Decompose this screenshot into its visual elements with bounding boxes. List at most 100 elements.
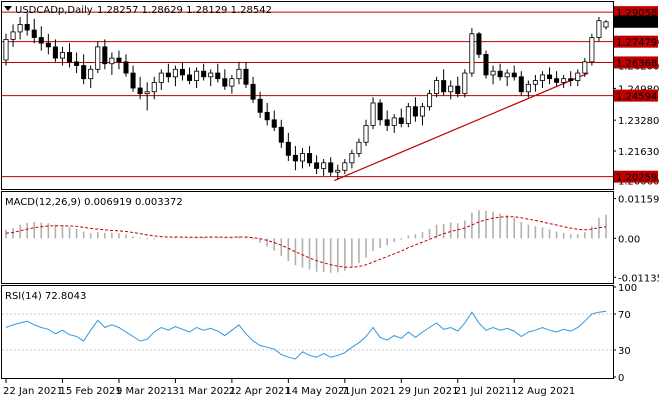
bullish-candle bbox=[427, 93, 433, 108]
bullish-candle bbox=[448, 85, 454, 93]
bearish-candle bbox=[222, 78, 228, 87]
time-tick-label: 7 Jun 2021 bbox=[342, 386, 396, 397]
bearish-candle bbox=[441, 80, 447, 93]
bullish-candle bbox=[299, 153, 305, 162]
bearish-candle bbox=[328, 162, 334, 173]
bullish-candle bbox=[370, 102, 376, 126]
level-price-tag-label: 1.26368 bbox=[616, 58, 657, 69]
rsi-pane-frame bbox=[1, 285, 614, 379]
bullish-candle bbox=[3, 39, 9, 61]
trendline bbox=[334, 72, 589, 182]
bullish-candle bbox=[504, 72, 510, 78]
bearish-candle bbox=[568, 78, 574, 81]
bullish-candle bbox=[539, 74, 545, 81]
bullish-candle bbox=[95, 46, 101, 70]
bearish-candle bbox=[511, 72, 517, 78]
ohlc-values: 1.28257 1.28629 1.28129 1.28542 bbox=[97, 5, 272, 16]
time-tick-label: 22 Apr 2021 bbox=[229, 386, 291, 397]
current-price-tag bbox=[614, 15, 658, 28]
time-tick-label: 21 Jul 2021 bbox=[455, 386, 512, 397]
bearish-candle bbox=[377, 102, 383, 121]
level-price-tag-label: 1.27479 bbox=[616, 38, 657, 49]
bearish-candle bbox=[137, 87, 143, 95]
level-price-tag bbox=[614, 56, 658, 69]
bullish-candle bbox=[525, 83, 531, 93]
bearish-candle bbox=[130, 72, 136, 89]
bearish-candle bbox=[215, 72, 221, 80]
bullish-candle bbox=[158, 72, 164, 83]
bearish-candle bbox=[547, 74, 553, 80]
macd-pane-frame bbox=[1, 191, 614, 284]
bearish-candle bbox=[285, 141, 291, 156]
bullish-candle bbox=[532, 80, 538, 85]
bullish-candle bbox=[363, 125, 369, 143]
macd-label: MACD(12,26,9) 0.006919 0.003372 bbox=[5, 197, 183, 208]
bullish-candle bbox=[172, 68, 178, 78]
bearish-candle bbox=[455, 85, 461, 95]
level-price-tag bbox=[614, 35, 658, 48]
bearish-candle bbox=[384, 119, 390, 126]
bullish-candle bbox=[151, 82, 157, 93]
bearish-candle bbox=[483, 53, 489, 76]
bearish-candle bbox=[116, 57, 122, 63]
bullish-candle bbox=[144, 91, 150, 95]
bullish-candle bbox=[194, 70, 200, 81]
macd-signal-line bbox=[5, 216, 607, 268]
macd-tick-label: 0.00 bbox=[618, 234, 640, 245]
chart-menu-triangle-icon[interactable] bbox=[4, 6, 12, 11]
price-tick-label: 1.23280 bbox=[618, 116, 659, 127]
support-resistance-lines bbox=[2, 11, 613, 178]
bearish-candle bbox=[412, 106, 418, 117]
bullish-candle bbox=[589, 37, 595, 63]
bearish-candle bbox=[102, 46, 108, 65]
level-price-tag-label: 1.20259 bbox=[616, 173, 657, 184]
price-axis: 1.274801.262001.249801.232801.216301.200… bbox=[613, 6, 659, 187]
bearish-candle bbox=[165, 72, 171, 78]
bullish-candle bbox=[462, 72, 468, 95]
bearish-candle bbox=[67, 52, 73, 63]
bearish-candle bbox=[398, 117, 404, 124]
bullish-candle bbox=[321, 162, 327, 169]
bearish-candle bbox=[497, 70, 503, 78]
bearish-candle bbox=[292, 154, 298, 162]
bearish-candle bbox=[278, 126, 284, 143]
bullish-candle bbox=[469, 33, 475, 74]
bullish-candle bbox=[349, 153, 355, 164]
bullish-candle bbox=[342, 162, 348, 171]
level-price-tag-label: 1.29058 bbox=[616, 8, 657, 19]
bearish-candle bbox=[74, 61, 80, 66]
bullish-candle bbox=[208, 72, 214, 78]
level-price-tag bbox=[614, 89, 658, 102]
bearish-candle bbox=[45, 42, 51, 48]
candlestick-series bbox=[3, 13, 609, 180]
bearish-candle bbox=[257, 98, 263, 113]
bullish-candle bbox=[596, 20, 602, 38]
current-price-label: 1.28542 bbox=[616, 18, 657, 29]
bearish-candle bbox=[38, 37, 44, 44]
bullish-candle bbox=[10, 31, 16, 40]
trendline-group bbox=[334, 72, 589, 182]
macd-tick-label: 0.011593 bbox=[618, 195, 659, 206]
bullish-candle bbox=[405, 106, 411, 124]
rsi-line bbox=[5, 310, 607, 360]
bearish-candle bbox=[250, 83, 256, 100]
price-tick-label: 1.21630 bbox=[618, 147, 659, 158]
rsi-tick-label: 0 bbox=[618, 373, 624, 384]
time-tick-label: 22 Jan 2021 bbox=[3, 386, 63, 397]
rsi-tick-label: 30 bbox=[618, 346, 631, 357]
bearish-candle bbox=[554, 78, 560, 83]
bearish-candle bbox=[201, 70, 207, 78]
bearish-candle bbox=[24, 24, 30, 31]
bullish-candle bbox=[335, 169, 341, 173]
bullish-candle bbox=[356, 141, 362, 154]
bearish-candle bbox=[52, 46, 58, 59]
time-tick-label: 29 Jun 2021 bbox=[398, 386, 458, 397]
symbol-label: USDCADp,Daily bbox=[15, 5, 93, 16]
bullish-candle bbox=[109, 57, 115, 65]
bearish-candle bbox=[81, 65, 87, 80]
bullish-candle bbox=[236, 68, 242, 80]
bullish-candle bbox=[575, 72, 581, 81]
